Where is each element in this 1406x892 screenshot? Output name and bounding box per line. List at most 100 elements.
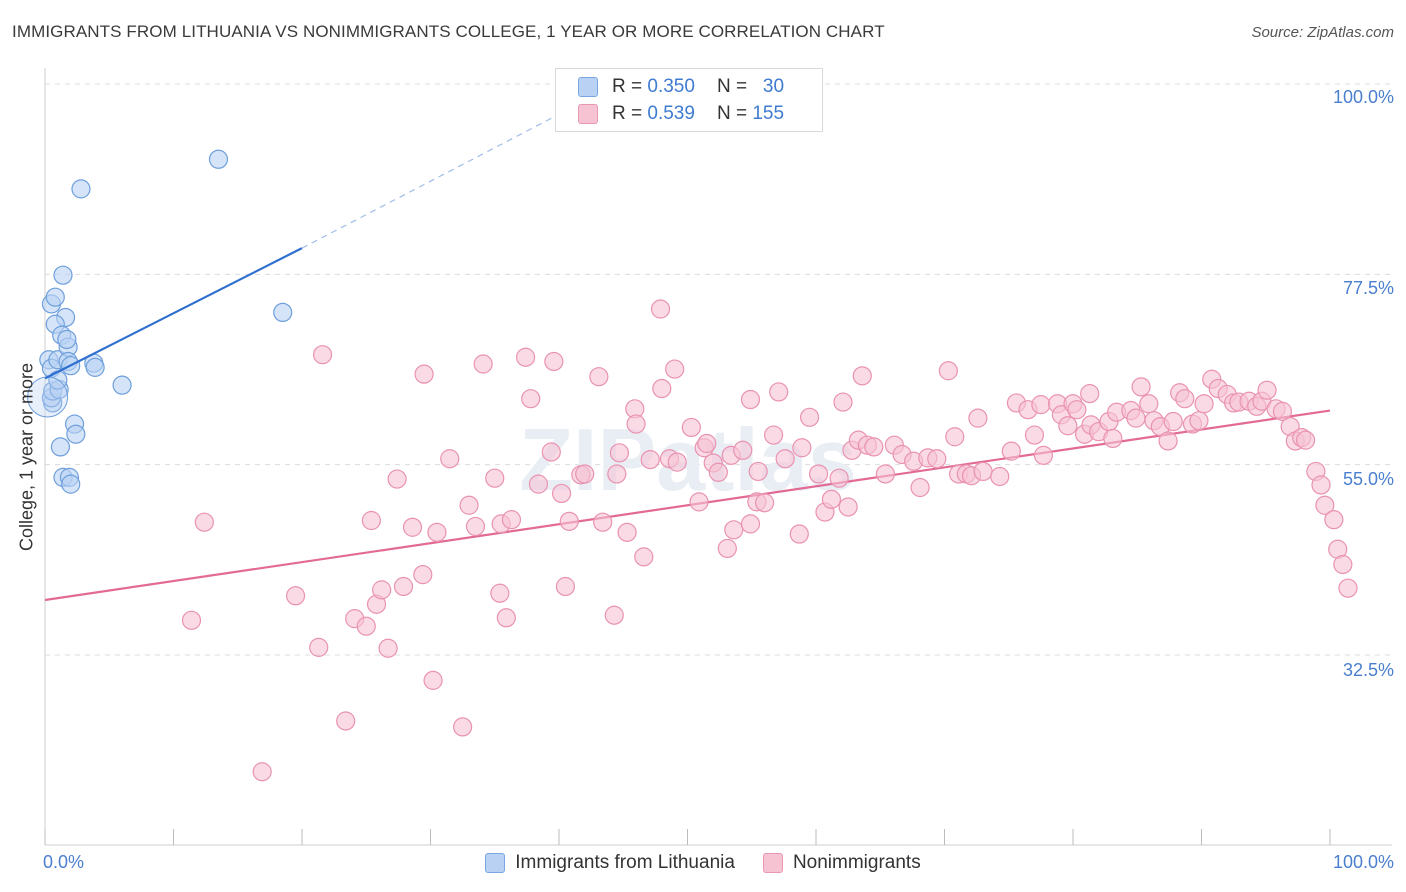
y-tick-label: 77.5% bbox=[1342, 278, 1394, 298]
nonimmigrant-point bbox=[285, 586, 306, 606]
nonimmigrant-point bbox=[792, 438, 812, 458]
legend-swatch-pink bbox=[578, 104, 598, 124]
nonimmigrant-point bbox=[1001, 441, 1021, 461]
nonimmigrant-point bbox=[789, 524, 809, 544]
nonimmigrant-point bbox=[181, 610, 202, 630]
nonimmigrant-point bbox=[652, 378, 672, 399]
nonimmigrant-point bbox=[496, 608, 516, 628]
nonimmigrant-point bbox=[1338, 578, 1358, 598]
y-tick-label: 32.5% bbox=[1342, 660, 1394, 680]
lithuania-point bbox=[50, 437, 71, 457]
nonimmigrant-point bbox=[1080, 384, 1100, 404]
legend-n-value: 30 bbox=[762, 76, 785, 97]
nonimmigrant-point bbox=[575, 464, 595, 484]
nonimmigrant-point bbox=[945, 427, 965, 447]
nonimmigrant-point bbox=[634, 547, 654, 567]
nonimmigrant-point bbox=[708, 462, 728, 482]
nonimmigrant-point bbox=[1031, 395, 1051, 415]
nonimmigrant-point bbox=[501, 510, 522, 530]
nonimmigrant-point bbox=[1311, 475, 1331, 495]
y-tick-label: 100.0% bbox=[1332, 87, 1394, 107]
nonimmigrant-point bbox=[459, 495, 479, 515]
nonimmigrant-point bbox=[665, 359, 685, 379]
nonimmigrant-point bbox=[740, 389, 761, 410]
legend-n-label: N = bbox=[716, 103, 748, 124]
nonimmigrant-point bbox=[515, 347, 536, 367]
nonimmigrant-point bbox=[617, 522, 637, 542]
nonimmigrant-point bbox=[717, 538, 737, 559]
x-tick-label-max: 100.0% bbox=[1332, 852, 1394, 872]
legend-r-value: 0.539 bbox=[647, 103, 695, 124]
nonimmigrant-point bbox=[541, 442, 561, 462]
nonimmigrant-point bbox=[808, 464, 829, 484]
nonimmigrant-point bbox=[833, 392, 853, 412]
legend-label: Immigrants from Lithuania bbox=[515, 852, 735, 873]
nonimmigrant-point bbox=[1067, 400, 1087, 420]
nonimmigrant-point bbox=[724, 520, 744, 540]
nonimmigrant-point bbox=[1272, 401, 1293, 421]
lithuania-points bbox=[27, 149, 293, 494]
lithuania-point bbox=[61, 474, 81, 494]
nonimmigrant-point bbox=[1295, 430, 1316, 450]
nonimmigrant-point bbox=[194, 512, 214, 532]
nonimmigrant-point bbox=[387, 469, 407, 489]
nonimmigrant-point bbox=[528, 474, 549, 494]
lithuania-point bbox=[45, 287, 65, 307]
lithuania-point bbox=[66, 424, 86, 444]
axes bbox=[44, 68, 1392, 846]
nonimmigrant-point bbox=[555, 576, 576, 597]
lithuania-point bbox=[85, 357, 105, 377]
lithuania-point bbox=[53, 265, 73, 285]
nonimmigrant-point bbox=[336, 711, 356, 731]
nonimmigrant-point bbox=[799, 407, 820, 427]
source-label: Source: ZipAtlas.com bbox=[1251, 24, 1394, 41]
legend-swatch-pink bbox=[762, 853, 783, 873]
chart-title: IMMIGRANTS FROM LITHUANIA VS NONIMMIGRAN… bbox=[12, 22, 885, 41]
nonimmigrant-point bbox=[427, 522, 447, 542]
nonimmigrant-point bbox=[681, 417, 701, 438]
nonimmigrant-point bbox=[748, 461, 768, 482]
nonimmigrant-point bbox=[440, 449, 460, 469]
nonimmigrant-point bbox=[838, 497, 858, 517]
nonimmigrant-point bbox=[626, 414, 646, 434]
nonimmigrant-point bbox=[1257, 380, 1277, 400]
nonimmigrant-point bbox=[769, 382, 789, 402]
legend-r-label: R = bbox=[612, 103, 643, 124]
legend-swatch-blue bbox=[485, 853, 506, 873]
nonimmigrant-point bbox=[252, 762, 272, 782]
nonimmigrant-point bbox=[875, 464, 895, 484]
nonimmigrant-point bbox=[1131, 377, 1151, 397]
nonimmigrant-point bbox=[1024, 425, 1045, 445]
nonimmigrant-point bbox=[607, 464, 627, 484]
nonimmigrant-point bbox=[740, 514, 761, 534]
nonimmigrant-point bbox=[1194, 394, 1214, 414]
nonimmigrant-point bbox=[393, 576, 414, 597]
nonimmigrant-point bbox=[490, 583, 510, 603]
nonimmigrant-point bbox=[559, 511, 579, 531]
nonimmigrant-point bbox=[852, 366, 872, 386]
nonimmigrant-point bbox=[938, 361, 958, 381]
nonimmigrant-point bbox=[309, 637, 329, 657]
nonimmigrant-point bbox=[1158, 431, 1178, 451]
lithuania-point bbox=[273, 302, 293, 322]
nonimmigrant-point bbox=[465, 516, 486, 537]
lithuania-point bbox=[112, 375, 132, 395]
legend-r-value: 0.350 bbox=[647, 76, 695, 97]
nonimmigrants-points bbox=[181, 299, 1358, 782]
nonimmigrant-point bbox=[821, 489, 842, 509]
nonimmigrant-point bbox=[361, 510, 381, 531]
nonimmigrant-point bbox=[927, 449, 947, 469]
nonimmigrant-point bbox=[413, 565, 433, 585]
nonimmigrant-point bbox=[829, 468, 849, 488]
legend-row-lithuania: R = 0.350 N = 30 bbox=[578, 74, 784, 100]
series-legend: Immigrants from Lithuania Nonimmigrants bbox=[0, 852, 1406, 874]
nonimmigrant-point bbox=[1163, 411, 1183, 432]
nonimmigrant-point bbox=[640, 449, 660, 470]
legend-row-nonimmigrants: R = 0.539 N = 155 bbox=[578, 101, 784, 127]
lithuania-point bbox=[208, 149, 229, 169]
y-axis-label: College, 1 year or more bbox=[16, 362, 37, 552]
nonimmigrant-point bbox=[544, 351, 564, 372]
nonimmigrant-point bbox=[1058, 416, 1078, 436]
legend-item-lithuania: Immigrants from Lithuania bbox=[485, 852, 735, 874]
nonimmigrant-point bbox=[1103, 428, 1123, 449]
